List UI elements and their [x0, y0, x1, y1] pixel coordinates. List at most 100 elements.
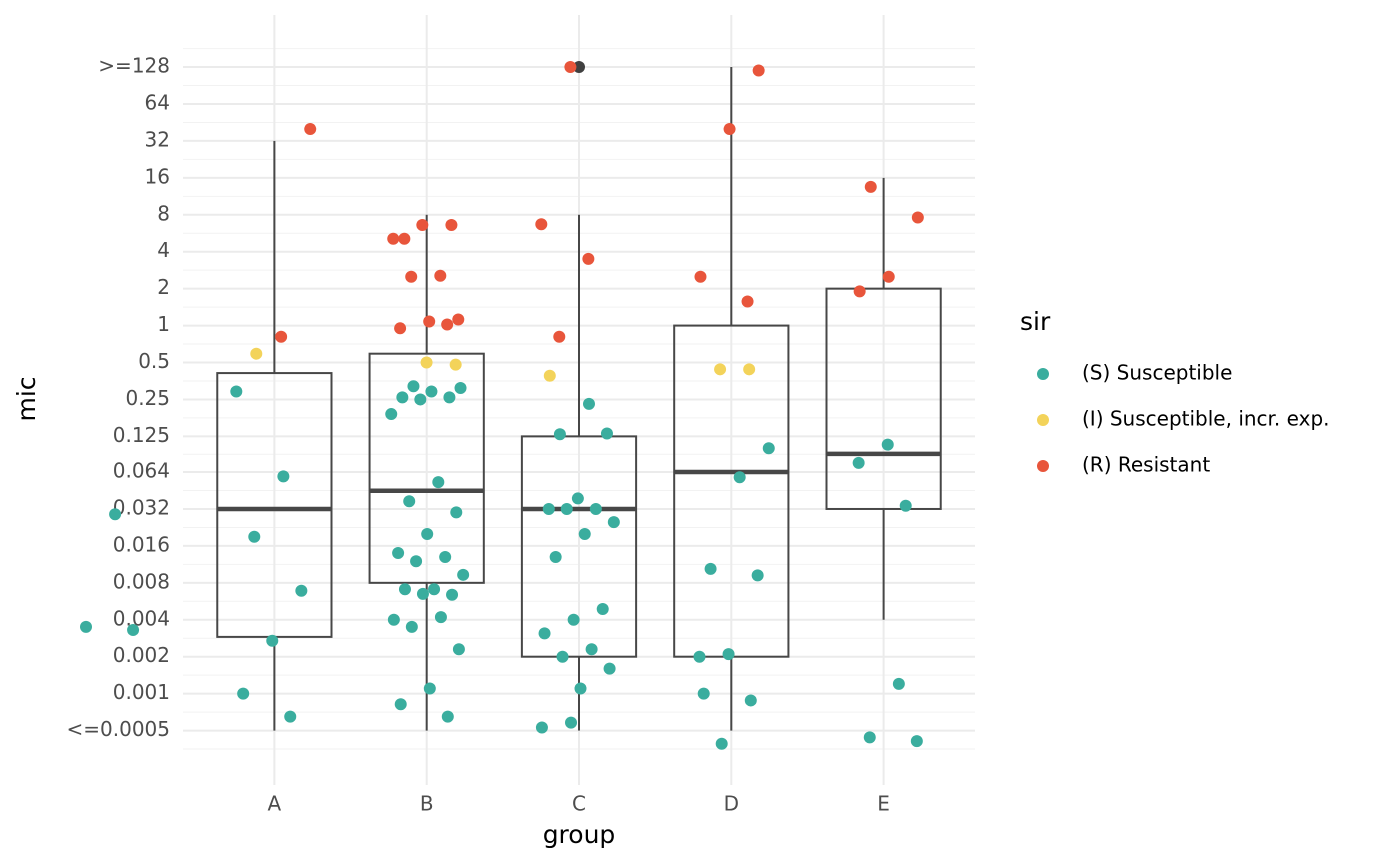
- point: [127, 624, 140, 637]
- point: [693, 650, 706, 663]
- legend-title: sir: [1020, 307, 1051, 336]
- point: [237, 687, 250, 700]
- point: [230, 385, 243, 398]
- y-tick-label: >=128: [98, 54, 170, 78]
- point: [449, 358, 462, 371]
- point: [457, 568, 470, 581]
- point: [407, 380, 420, 393]
- point: [603, 662, 616, 675]
- point: [697, 687, 710, 700]
- y-tick-label: <=0.0005: [67, 717, 171, 741]
- point: [441, 710, 454, 723]
- point: [403, 495, 416, 508]
- point: [549, 550, 562, 563]
- point: [704, 562, 717, 575]
- y-tick-label: 0.5: [138, 349, 170, 373]
- point: [911, 211, 924, 224]
- point: [899, 499, 912, 512]
- point: [452, 313, 465, 326]
- point: [109, 508, 122, 521]
- y-tick-label: 0.016: [113, 532, 170, 556]
- point: [723, 123, 736, 136]
- y-tick-label: 0.008: [113, 569, 170, 593]
- point: [428, 583, 441, 596]
- point: [416, 587, 429, 600]
- point: [582, 252, 595, 265]
- point: [553, 428, 566, 441]
- point: [275, 330, 288, 343]
- point: [387, 232, 400, 245]
- point: [394, 698, 407, 711]
- legend-key: [1037, 414, 1049, 426]
- point: [454, 381, 467, 394]
- point: [751, 569, 764, 582]
- point: [425, 385, 438, 398]
- point: [535, 721, 548, 734]
- point: [881, 438, 894, 451]
- point: [432, 476, 445, 489]
- y-tick-label: 32: [145, 127, 170, 151]
- point: [741, 295, 754, 308]
- point: [423, 315, 436, 328]
- y-tick-label: 0.002: [113, 643, 170, 667]
- point: [574, 682, 587, 695]
- y-tick-label: 0.064: [113, 459, 170, 483]
- point: [714, 363, 727, 376]
- point: [722, 648, 735, 661]
- point: [441, 318, 454, 331]
- point: [852, 456, 865, 469]
- x-axis-title: group: [543, 820, 616, 849]
- point: [910, 735, 923, 748]
- point: [863, 731, 876, 744]
- point: [578, 528, 591, 541]
- legend-label: (R) Resistant: [1082, 453, 1210, 477]
- y-tick-label: 16: [145, 164, 170, 188]
- point: [553, 330, 566, 343]
- point: [250, 347, 263, 360]
- point: [439, 550, 452, 563]
- point: [694, 270, 707, 283]
- point: [452, 643, 465, 656]
- box: [825, 287, 942, 510]
- point: [398, 232, 411, 245]
- point: [560, 502, 573, 515]
- point: [284, 710, 297, 723]
- point: [396, 391, 409, 404]
- point: [752, 64, 765, 77]
- point: [410, 555, 423, 568]
- point: [733, 471, 746, 484]
- y-axis-title: mic: [12, 376, 41, 421]
- outlier: [573, 61, 585, 74]
- legend-label: (I) Susceptible, incr. exp.: [1082, 407, 1330, 431]
- y-tick-label: 8: [157, 201, 170, 225]
- y-tick-label: 0.125: [113, 423, 170, 447]
- point: [542, 502, 555, 515]
- point: [853, 285, 866, 298]
- point: [538, 627, 551, 640]
- point: [445, 219, 458, 232]
- point: [589, 502, 602, 515]
- point: [405, 270, 418, 283]
- point: [277, 470, 290, 483]
- point: [446, 588, 459, 601]
- y-tick-label: 64: [145, 90, 170, 114]
- point: [414, 393, 427, 406]
- point: [394, 322, 407, 335]
- point: [387, 613, 400, 626]
- y-tick-label: 0.001: [113, 680, 170, 704]
- y-tick-label: 0.032: [113, 495, 170, 519]
- point: [882, 270, 895, 283]
- point: [434, 269, 447, 282]
- point: [762, 442, 775, 455]
- point: [582, 397, 595, 410]
- point: [385, 408, 398, 421]
- y-tick-label: 0.25: [125, 386, 170, 410]
- legend-key: [1037, 368, 1049, 380]
- x-tick-label: A: [268, 792, 282, 816]
- point: [571, 492, 584, 505]
- point: [392, 547, 405, 560]
- point: [743, 363, 756, 376]
- point: [744, 694, 757, 707]
- y-tick-label: 2: [157, 275, 170, 299]
